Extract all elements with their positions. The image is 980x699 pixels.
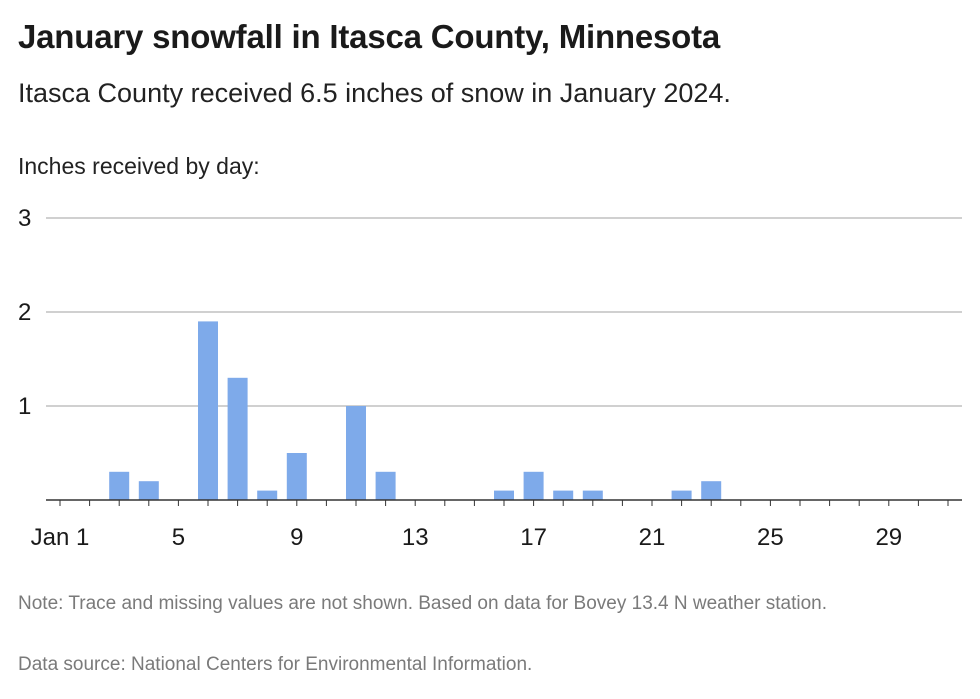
snowfall-bar-chart: 1 2 3 Jan 1 5 9 13 17 21 25 29: [18, 205, 962, 551]
bar: [523, 471, 544, 500]
bar: [582, 490, 603, 500]
bar: [138, 481, 159, 500]
bar: [671, 490, 692, 500]
bar: [286, 453, 307, 500]
x-tick-label: 29: [875, 524, 902, 551]
bar: [346, 406, 366, 500]
x-tick-label: 5: [172, 524, 185, 551]
y-tick-label: 2: [18, 299, 31, 326]
bar: [553, 490, 574, 500]
x-tick-label: 25: [757, 524, 784, 551]
bar: [109, 471, 130, 500]
x-tick-label: 13: [402, 524, 429, 551]
x-tick-label: 17: [520, 524, 547, 551]
x-tick-label: 21: [639, 524, 666, 551]
x-tick-label: 9: [290, 524, 303, 551]
y-tick-label: 3: [18, 205, 31, 232]
y-tick-label: 1: [18, 393, 31, 420]
footnote: Note: Trace and missing values are not s…: [18, 593, 828, 614]
bar: [375, 471, 396, 500]
data-source: Data source: National Centers for Enviro…: [18, 654, 533, 675]
bar: [701, 481, 722, 500]
chart-subtitle: Itasca County received 6.5 inches of sno…: [18, 78, 731, 108]
bar: [494, 490, 514, 500]
chart-title: January snowfall in Itasca County, Minne…: [18, 18, 721, 55]
bar: [198, 321, 218, 500]
bar: [227, 377, 248, 500]
bar: [257, 490, 278, 500]
y-axis-label: Inches received by day:: [18, 153, 260, 179]
x-tick-label: Jan 1: [31, 524, 90, 551]
